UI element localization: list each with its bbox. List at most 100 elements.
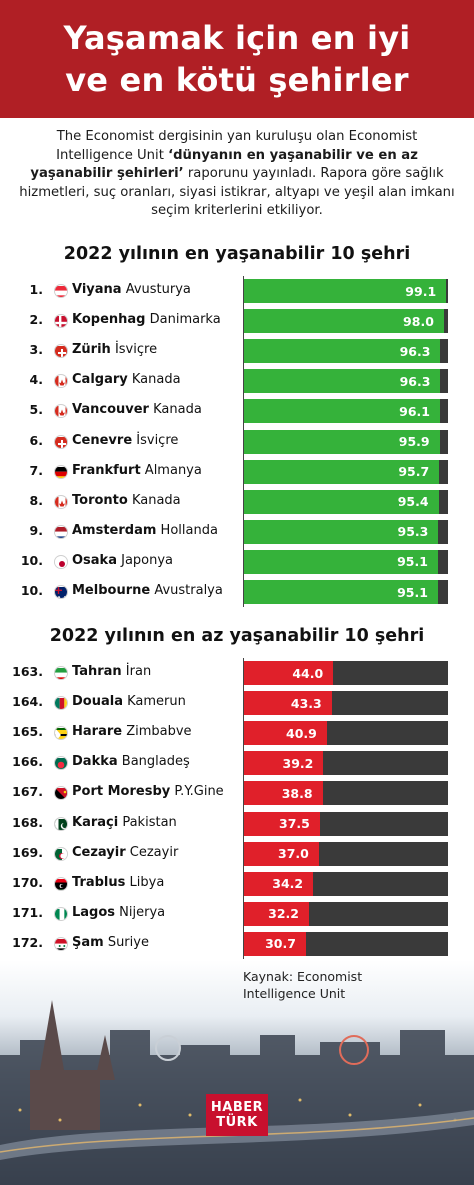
country-name: Pakistan [118, 814, 177, 830]
city-name: Osaka [72, 552, 117, 568]
worst-city-row: 170. Trablus Libya 34.2 [0, 869, 474, 899]
source-line1: Kaynak: Economist [243, 969, 363, 984]
bar-value: 95.1 [243, 580, 438, 604]
worst-city-row: 169. Cezayir Cezayir 37.0 [0, 839, 474, 869]
city-label: Karaçi Pakistan [72, 815, 177, 830]
city-label: Toronto Kanada [72, 493, 181, 508]
bar-value: 34.2 [243, 871, 314, 896]
bar-track: 95.1 [243, 549, 448, 574]
city-name: Tahran [72, 664, 122, 679]
city-label: Harare Zimbabve [72, 724, 192, 739]
rank-label: 163. [12, 664, 43, 679]
papua-new-guinea-flag-icon [54, 786, 68, 801]
bangladesh-flag-icon [54, 756, 68, 771]
switzerland-flag-icon [54, 434, 68, 449]
nigeria-flag-icon [54, 906, 68, 921]
bar-value: 44.0 [243, 661, 334, 685]
country-name: İsviçre [132, 432, 179, 448]
canada-flag-icon [54, 374, 68, 389]
best-city-row: 10. Osaka Japonya 95.1 [0, 547, 474, 577]
intro-text-2: raporunu yayınladı. Rapora göre sağlık h… [19, 166, 455, 219]
intro-text-1: The Economist dergisinin yan kuruluşu ol… [56, 129, 418, 163]
city-name: Karaçi [72, 814, 119, 830]
rank-label: 170. [12, 874, 43, 890]
city-label: Dakka Bangladeş [72, 754, 190, 769]
city-name: Cenevre [72, 432, 133, 448]
worst-city-row: 163. Tahran İran 44.0 [0, 658, 474, 688]
country-name: Avusturya [121, 282, 191, 297]
city-skyline-image [0, 960, 474, 1185]
bar-value: 95.7 [243, 459, 440, 484]
logo-line2: TÜRK [216, 1115, 258, 1130]
city-label: Viyana Avusturya [72, 282, 191, 297]
rank-label: 9. [29, 522, 43, 538]
worst-city-row: 172. Şam Suriye 30.7 [0, 929, 474, 959]
intro-text-bold: ‘dünyanın en yaşanabilir ve en az yaşana… [30, 147, 418, 182]
city-label: Zürih İsviçre [72, 342, 157, 357]
best-city-row: 3. Zürih İsviçre 96.3 [0, 336, 474, 366]
denmark-flag-icon [54, 314, 68, 329]
bar-track: 38.8 [243, 781, 448, 806]
city-name: Calgary [72, 372, 128, 388]
country-name: P.Y.Gine [170, 784, 224, 800]
best-city-row: 8. Toronto Kanada 95.4 [0, 487, 474, 517]
rank-label: 10. [20, 583, 43, 598]
syria-flag-icon [54, 936, 68, 951]
country-name: Zimbabve [122, 724, 192, 740]
best-city-row: 6. Cenevre İsviçre 95.9 [0, 427, 474, 457]
bar-value: 37.0 [243, 841, 319, 866]
country-name: Danimarka [145, 312, 221, 328]
bar-track: 30.7 [243, 931, 448, 956]
rank-label: 4. [29, 372, 43, 388]
rank-label: 6. [29, 432, 43, 448]
city-label: Lagos Nijerya [72, 905, 165, 920]
city-name: Kopenhag [72, 312, 146, 328]
bar-value: 96.1 [243, 399, 440, 424]
best-city-row: 2. Kopenhag Danimarka 98.0 [0, 306, 474, 336]
worst-city-row: 168. Karaçi Pakistan 37.5 [0, 809, 474, 839]
city-name: Zürih [72, 342, 111, 358]
best-cities-title: 2022 yılının en yaşanabilir 10 şehri [63, 244, 411, 264]
city-label: Cenevre İsviçre [72, 433, 178, 448]
city-label: Şam Suriye [72, 935, 149, 950]
bar-value: 99.1 [243, 279, 447, 303]
city-label: Port Moresby P.Y.Gine [72, 784, 224, 799]
country-name: Kamerun [122, 694, 186, 710]
bar-track: 96.3 [243, 339, 448, 364]
chart-axis-line [243, 658, 244, 959]
bar-value: 96.3 [243, 369, 441, 394]
worst-city-row: 167. Port Moresby P.Y.Gine 38.8 [0, 778, 474, 808]
city-name: Harare [72, 724, 123, 740]
rank-label: 10. [20, 552, 43, 568]
bar-value: 95.4 [243, 489, 439, 514]
bar-track: 95.7 [243, 459, 448, 484]
chart-axis-line [243, 276, 244, 608]
bar-track: 99.1 [243, 279, 448, 303]
country-name: Kanada [127, 372, 181, 388]
best-city-row: 5. Vancouver Kanada 96.1 [0, 396, 474, 426]
worst-city-row: 166. Dakka Bangladeş 39.2 [0, 748, 474, 778]
bar-track: 96.1 [243, 399, 448, 424]
city-name: Viyana [72, 282, 122, 297]
rank-label: 164. [12, 694, 43, 710]
city-name: Trablus [72, 874, 126, 890]
city-label: Kopenhag Danimarka [72, 312, 221, 327]
rank-label: 166. [12, 754, 43, 770]
country-name: Kanada [127, 492, 181, 508]
algeria-flag-icon [54, 846, 68, 861]
bar-track: 95.3 [243, 519, 448, 544]
intro-paragraph: The Economist dergisinin yan kuruluşu ol… [18, 128, 456, 221]
bar-value: 32.2 [243, 901, 309, 926]
rank-label: 169. [12, 844, 43, 860]
bar-track: 37.5 [243, 811, 448, 836]
country-name: Hollanda [156, 522, 218, 538]
bar-track: 96.3 [243, 369, 448, 394]
country-name: Cezayir [125, 844, 179, 860]
city-name: Toronto [72, 492, 128, 508]
rank-label: 1. [29, 282, 43, 297]
bar-value: 30.7 [243, 931, 306, 956]
bar-value: 95.1 [243, 549, 438, 574]
country-name: Libya [125, 874, 165, 890]
country-name: İsviçre [110, 342, 158, 358]
bar-track: 95.9 [243, 429, 448, 454]
